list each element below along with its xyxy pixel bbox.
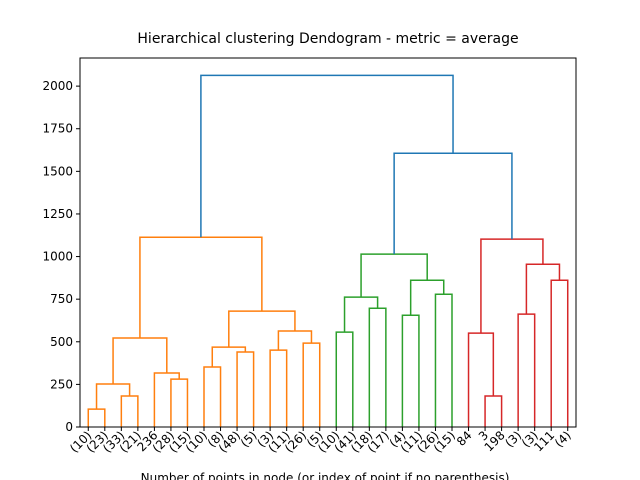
- plot-frame: [79, 57, 577, 428]
- link: [203, 366, 222, 427]
- y-tick-label: 1750: [42, 122, 73, 136]
- link: [277, 330, 313, 351]
- link: [139, 236, 263, 339]
- link: [269, 349, 288, 427]
- x-axis-label: Number of points in node (or index of po…: [141, 471, 510, 480]
- link: [87, 408, 106, 427]
- y-tick-label: 500: [50, 335, 73, 349]
- y-tick-label: 750: [50, 292, 73, 306]
- link: [409, 279, 445, 316]
- y-tick-label: 250: [50, 377, 73, 391]
- y-tick-label: 1500: [42, 164, 73, 178]
- link: [153, 372, 180, 427]
- link: [120, 395, 139, 427]
- link: [480, 238, 544, 334]
- link: [343, 296, 379, 333]
- link: [360, 253, 428, 298]
- link: [467, 332, 495, 427]
- link: [484, 395, 503, 427]
- y-tick-label: 2000: [42, 79, 73, 93]
- link: [211, 346, 247, 368]
- y-tick-label: 0: [65, 420, 73, 434]
- link: [401, 314, 420, 427]
- link: [112, 337, 168, 385]
- link: [335, 331, 354, 427]
- leaf-label: (4): [552, 428, 574, 450]
- link: [236, 351, 255, 427]
- link: [228, 310, 296, 348]
- y-tick-label: 1250: [42, 207, 73, 221]
- link: [517, 313, 536, 427]
- link: [368, 307, 387, 427]
- link: [170, 378, 189, 427]
- link: [200, 74, 454, 238]
- link: [434, 293, 453, 427]
- link: [525, 263, 561, 315]
- link: [302, 342, 321, 427]
- y-tick-label: 1000: [42, 250, 73, 264]
- leaf-label: 84: [454, 428, 475, 449]
- chart-title: Hierarchical clustering Dendogram - metr…: [137, 31, 518, 47]
- link: [550, 279, 569, 427]
